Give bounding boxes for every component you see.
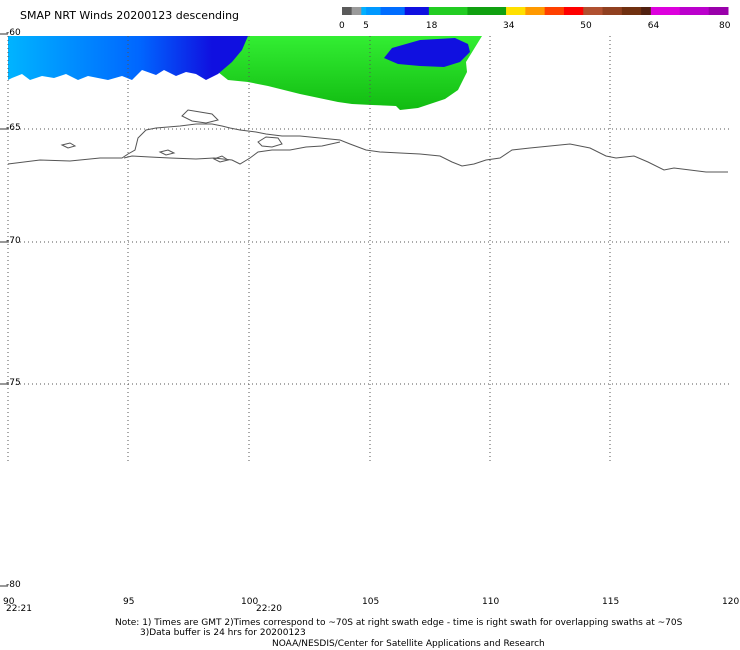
colorbar-label: 80 xyxy=(719,21,731,31)
colorbar-segment xyxy=(563,7,584,15)
longitude-label: 120 xyxy=(722,597,740,607)
time-label-left: 22:21 xyxy=(6,604,32,614)
latitude-label: -70 xyxy=(6,236,21,246)
wind-swath-blue xyxy=(8,36,248,80)
colorbar-segment xyxy=(467,7,507,15)
colorbar-label: 64 xyxy=(647,21,660,31)
island-outline-small xyxy=(257,136,283,148)
map-title: SMAP NRT Winds 20200123 descending xyxy=(20,9,240,22)
colorbar-segment xyxy=(525,7,546,15)
colorbar-segment xyxy=(583,7,604,15)
longitude-label: 95 xyxy=(123,597,135,607)
colorbar-label: 18 xyxy=(425,21,438,31)
colorbar-label: 34 xyxy=(503,21,515,31)
colorbar-segment xyxy=(380,7,406,15)
colorbar-label: 50 xyxy=(580,21,592,31)
colorbar-segment xyxy=(602,7,623,15)
colorbar-segment xyxy=(506,7,526,15)
island-outline-tiny-2 xyxy=(158,149,176,156)
longitude-label: 105 xyxy=(362,597,380,607)
longitude-label: 115 xyxy=(602,597,620,607)
colorbar xyxy=(342,7,729,15)
colorbar-label: 5 xyxy=(363,21,369,31)
note-line-3: NOAA/NESDIS/Center for Satellite Applica… xyxy=(272,639,545,649)
colorbar-segment xyxy=(361,7,367,15)
wind-swath-dark-blue-patch xyxy=(384,38,470,67)
colorbar-segment xyxy=(428,7,468,15)
colorbar-segment xyxy=(650,7,681,15)
colorbar-segment xyxy=(708,7,729,15)
antarctic-coastline xyxy=(7,123,728,173)
note-line-1: Note: 1) Times are GMT 2)Times correspon… xyxy=(115,618,683,628)
colorbar-label: 0 xyxy=(339,21,345,31)
note-line-2: 3)Data buffer is 24 hrs for 20200123 xyxy=(140,628,306,638)
ice-shelf-outline xyxy=(123,141,341,165)
longitude-label: 90 xyxy=(3,597,15,607)
latitude-label: -60 xyxy=(6,28,21,38)
colorbar-segment xyxy=(679,7,710,15)
island-outline-tiny xyxy=(60,142,77,149)
island-outline-tiny-3 xyxy=(212,155,230,163)
colorbar-segment xyxy=(404,7,430,15)
colorbar-segment xyxy=(342,7,353,15)
colorbar-segment xyxy=(351,7,362,15)
longitude-label: 110 xyxy=(482,597,500,607)
latitude-label: -80 xyxy=(6,580,21,590)
latitude-label: -65 xyxy=(6,123,21,133)
colorbar-segment xyxy=(621,7,642,15)
axis-ticks xyxy=(0,33,8,587)
colorbar-segment xyxy=(366,7,382,15)
time-label-mid: 22:20 xyxy=(256,604,282,614)
colorbar-segment xyxy=(544,7,565,15)
graticule xyxy=(7,36,730,464)
island-outline xyxy=(181,109,219,124)
longitude-label: 100 xyxy=(241,597,259,607)
colorbar-segment xyxy=(641,7,652,15)
latitude-label: -75 xyxy=(6,378,21,388)
